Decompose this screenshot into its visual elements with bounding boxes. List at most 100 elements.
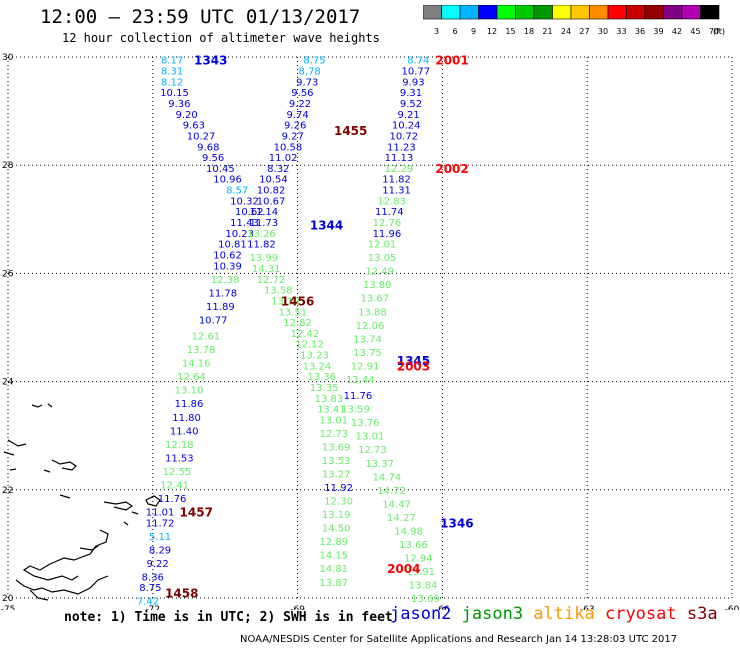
swh-value: 12.82 [283, 318, 312, 329]
swh-value: 9.20 [175, 110, 197, 121]
swh-value: 13.83 [315, 394, 344, 405]
swh-value: 11.40 [170, 426, 199, 437]
swh-value: 11.13 [385, 153, 414, 164]
swh-value: 10.32 [230, 196, 259, 207]
x-tick-label: -75 [1, 605, 16, 610]
colorbar-label: 6 [452, 27, 457, 36]
coastline-map [3, 403, 161, 601]
swh-value: 13.44 [346, 375, 375, 386]
swh-value: 14.72 [377, 486, 406, 497]
colorbar-label: 39 [653, 27, 663, 36]
swh-value: 12.83 [377, 196, 406, 207]
swh-value: 10.27 [187, 131, 216, 142]
swh-value: 8.32 [267, 164, 289, 175]
swh-value: 13.01 [319, 415, 348, 426]
swh-value: 13.80 [363, 280, 392, 291]
footer-credit: NOAA/NESDIS Center for Satellite Applica… [240, 634, 678, 645]
colorbar-label: 3 [434, 27, 439, 36]
swh-value: 10.81 [218, 240, 247, 251]
swh-value: 9.68 [197, 142, 219, 153]
x-tick-label: -60 [725, 605, 740, 610]
colorbar-label: 36 [635, 27, 645, 36]
swh-value: 9.36 [168, 99, 190, 110]
legend-jason3: jason3 [451, 604, 524, 624]
swh-value: 11.82 [247, 240, 276, 251]
swh-value: 11.96 [373, 229, 402, 240]
swh-value: 8.17 [161, 56, 183, 67]
swh-value: 13.51 [278, 307, 307, 318]
swh-value: 10.77 [199, 315, 228, 326]
swh-value: 14.98 [394, 526, 423, 537]
swh-value: 8.29 [149, 545, 171, 556]
swh-value: 10.72 [389, 131, 418, 142]
x-tick-label: -66 [435, 605, 450, 610]
swh-value: 12.73 [319, 429, 348, 440]
swh-value: 8.75 [139, 583, 161, 594]
swh-value: 9.22 [146, 559, 168, 570]
swh-value: 10.23 [225, 229, 254, 240]
swh-value: 12.18 [165, 440, 194, 451]
pass-label: 1343 [194, 54, 227, 68]
chart-title: 12:00 – 23:59 UTC 01/13/2017 [40, 6, 361, 28]
swh-value: 9.21 [397, 110, 419, 121]
observations: 8.178.318.1210.159.369.209.6310.279.689.… [137, 56, 440, 608]
swh-value: 13.84 [409, 580, 438, 591]
swh-value: 12.91 [351, 361, 380, 372]
swh-value: 13.69 [322, 443, 351, 454]
x-tick-label: -72 [145, 605, 160, 610]
colorbar-label: 70 [709, 27, 719, 36]
swh-value: 11.31 [382, 186, 411, 197]
swh-value: 10.77 [402, 67, 431, 78]
pass-label: 2001 [435, 54, 468, 68]
x-tick-label: -63 [580, 605, 595, 610]
swh-value: 11.02 [269, 153, 298, 164]
swh-value: 14.15 [319, 551, 348, 562]
colorbar-label: 18 [524, 27, 534, 36]
swh-value: 13.88 [358, 307, 387, 318]
swh-value: 12.41 [160, 480, 189, 491]
swh-value: 8.12 [161, 77, 183, 88]
colorbar: 3 6 9 12 15 18 21 24 27 30 33 36 39 42 45 70(ft) [423, 5, 725, 36]
swh-value: 12.01 [368, 240, 397, 251]
y-tick-label: 26 [2, 269, 14, 279]
swh-value: 11.01 [146, 507, 175, 518]
swh-value: 11.43 [230, 218, 259, 229]
swh-value: 14.50 [322, 524, 351, 535]
swh-value: 11.53 [165, 453, 194, 464]
pass-label: 1456 [281, 294, 314, 308]
colorbar-label: 27 [579, 27, 589, 36]
satellite-legend: jason2 jason3 altika cryosat s3a [390, 604, 718, 624]
swh-value: 14.27 [387, 513, 416, 524]
swh-value: 11.89 [206, 302, 235, 313]
swh-value: 9.74 [286, 110, 308, 121]
y-tick-label: 22 [2, 486, 13, 496]
swh-value: 13.26 [247, 229, 276, 240]
swh-value: 14.47 [382, 499, 411, 510]
colorbar-label: 12 [487, 27, 497, 36]
swh-value: 11.74 [375, 207, 404, 218]
swh-value: 11.14 [249, 207, 278, 218]
swh-value: 12.12 [295, 340, 324, 351]
swh-value: 13.19 [322, 510, 351, 521]
swh-value: 8.74 [407, 56, 429, 67]
swh-value: 10.54 [259, 175, 288, 186]
swh-value: 12.72 [257, 275, 286, 286]
pass-label: 1344 [310, 219, 343, 233]
swh-value: 12.38 [211, 275, 240, 286]
colorbar-label: (ft) [713, 27, 725, 36]
swh-value: 9.73 [296, 77, 318, 88]
swh-value: 11.23 [387, 142, 416, 153]
y-tick-label: 24 [2, 378, 14, 388]
swh-value: 13.87 [319, 578, 348, 589]
swh-value: 10.58 [274, 142, 303, 153]
swh-value: 13.01 [356, 432, 385, 443]
swh-value: 9.22 [289, 99, 311, 110]
swh-value: 12.61 [192, 332, 221, 343]
swh-value: 14.16 [182, 359, 211, 370]
swh-value: 8.36 [142, 572, 164, 583]
swh-value: 12.76 [373, 218, 402, 229]
swh-value: 9.56 [202, 153, 224, 164]
swh-value: 12.06 [356, 321, 385, 332]
pass-label: 1345 [397, 354, 430, 368]
swh-value: 11.76 [158, 494, 187, 505]
